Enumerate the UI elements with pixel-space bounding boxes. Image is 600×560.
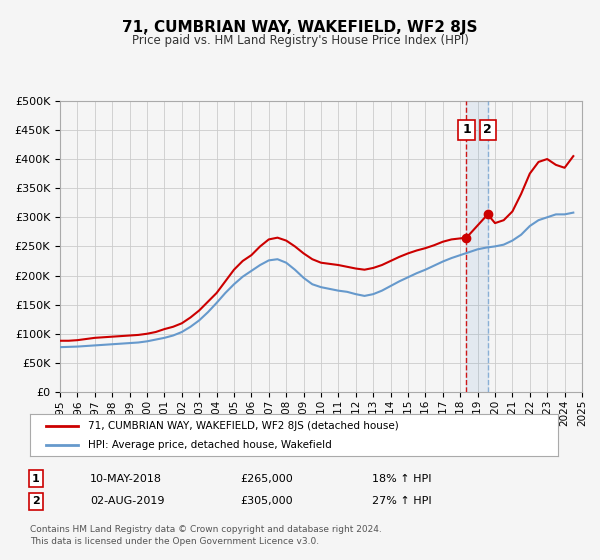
Text: 18% ↑ HPI: 18% ↑ HPI bbox=[372, 474, 431, 484]
Text: £265,000: £265,000 bbox=[240, 474, 293, 484]
Text: 02-AUG-2019: 02-AUG-2019 bbox=[90, 496, 164, 506]
Text: HPI: Average price, detached house, Wakefield: HPI: Average price, detached house, Wake… bbox=[88, 440, 332, 450]
Text: 1: 1 bbox=[462, 123, 471, 137]
Text: Contains HM Land Registry data © Crown copyright and database right 2024.
This d: Contains HM Land Registry data © Crown c… bbox=[30, 525, 382, 546]
Text: 2: 2 bbox=[32, 496, 40, 506]
Text: 27% ↑ HPI: 27% ↑ HPI bbox=[372, 496, 431, 506]
Text: £305,000: £305,000 bbox=[240, 496, 293, 506]
Bar bbox=[466, 101, 488, 392]
Text: 71, CUMBRIAN WAY, WAKEFIELD, WF2 8JS: 71, CUMBRIAN WAY, WAKEFIELD, WF2 8JS bbox=[122, 20, 478, 35]
Text: 71, CUMBRIAN WAY, WAKEFIELD, WF2 8JS (detached house): 71, CUMBRIAN WAY, WAKEFIELD, WF2 8JS (de… bbox=[88, 421, 399, 431]
Text: 2: 2 bbox=[484, 123, 492, 137]
Text: 10-MAY-2018: 10-MAY-2018 bbox=[90, 474, 162, 484]
Text: Price paid vs. HM Land Registry's House Price Index (HPI): Price paid vs. HM Land Registry's House … bbox=[131, 34, 469, 46]
Text: 1: 1 bbox=[32, 474, 40, 484]
